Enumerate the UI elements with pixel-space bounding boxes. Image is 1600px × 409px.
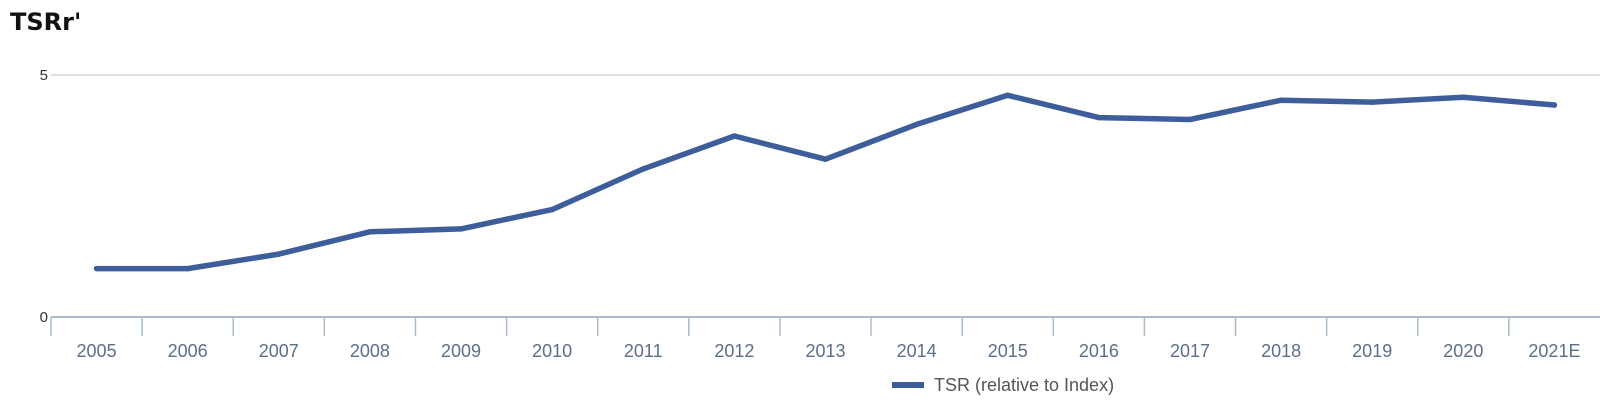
- x-tick-label: 2009: [441, 341, 481, 361]
- series-layer: [93, 92, 1558, 272]
- data-point: [367, 229, 373, 235]
- data-point: [1187, 116, 1193, 123]
- y-tick-label: 5: [40, 67, 48, 84]
- x-tick-label: 2005: [77, 341, 117, 361]
- data-point: [276, 251, 282, 257]
- data-point: [822, 156, 829, 162]
- chart-title: TSRr': [10, 8, 81, 36]
- legend: TSR (relative to Index): [892, 375, 1114, 395]
- x-tick-label: 2020: [1443, 341, 1483, 361]
- data-point: [1278, 97, 1284, 103]
- y-axis: 05: [40, 67, 48, 326]
- x-axis: 2005 2006 2007 2008 2009 2010 2011 2012 2013 2014…: [50, 316, 1600, 361]
- x-tick-label: 2019: [1352, 341, 1392, 361]
- x-tick-label: 2021E: [1528, 341, 1580, 361]
- x-tick-label: 2015: [988, 341, 1028, 361]
- x-tick-label: 2016: [1079, 341, 1119, 361]
- x-tick-label: 2014: [897, 341, 937, 361]
- data-point: [1551, 102, 1558, 108]
- data-point: [184, 265, 191, 272]
- x-tick-label: 2011: [624, 341, 663, 361]
- x-tick-label: 2017: [1170, 341, 1210, 361]
- x-tick-label: 2018: [1261, 341, 1301, 361]
- data-point: [1369, 99, 1375, 105]
- x-tick-label: 2007: [259, 341, 299, 361]
- data-point: [458, 226, 464, 232]
- data-point: [1004, 92, 1011, 99]
- data-point: [913, 121, 920, 128]
- y-tick-label: 0: [40, 309, 48, 326]
- x-tick-label: 2012: [714, 341, 754, 361]
- legend-label: TSR (relative to Index): [934, 375, 1114, 395]
- x-tick-label: 2008: [350, 341, 390, 361]
- series-line: [93, 92, 1558, 272]
- data-point: [1460, 94, 1467, 101]
- data-point: [549, 206, 555, 213]
- data-point: [640, 166, 647, 172]
- data-point: [1096, 114, 1102, 121]
- data-point: [731, 133, 738, 139]
- x-tick-label: 2006: [168, 341, 208, 361]
- x-tick-label: 2010: [532, 341, 572, 361]
- data-point: [93, 265, 100, 272]
- x-tick-label: 2013: [805, 341, 845, 361]
